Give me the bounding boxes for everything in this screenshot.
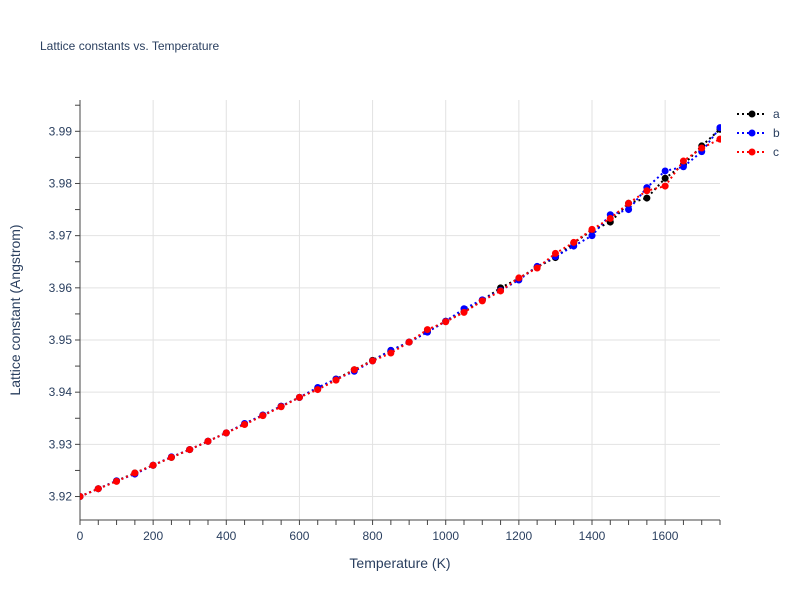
- data-point-c: [314, 386, 322, 394]
- data-point-c: [405, 338, 413, 346]
- x-tick-label: 1000: [432, 529, 459, 543]
- data-point-c: [332, 376, 340, 384]
- grid-layer: [80, 100, 720, 520]
- data-point-c: [661, 182, 669, 190]
- data-point-c: [460, 308, 468, 316]
- data-point-b: [661, 167, 669, 175]
- data-point-c: [606, 214, 614, 222]
- data-point-c: [387, 349, 395, 357]
- x-tick-label: 1200: [506, 529, 533, 543]
- data-point-a: [661, 174, 669, 182]
- y-tick-label: 3.92: [49, 490, 73, 504]
- data-point-c: [94, 485, 102, 493]
- data-point-c: [131, 469, 139, 477]
- data-point-c: [204, 437, 212, 445]
- data-point-c: [350, 366, 358, 374]
- data-point-c: [533, 264, 541, 272]
- x-tick-label: 800: [363, 529, 383, 543]
- data-point-c: [222, 429, 230, 437]
- y-tick-label: 3.95: [49, 333, 73, 347]
- x-tick-label: 1400: [579, 529, 606, 543]
- x-tick-label: 0: [77, 529, 84, 543]
- legend-swatch-marker: [748, 129, 756, 137]
- legend-item-b[interactable]: b: [737, 126, 780, 140]
- data-point-c: [149, 461, 157, 469]
- legend-item-a[interactable]: a: [737, 107, 780, 121]
- chart-title: Lattice constants vs. Temperature: [40, 39, 220, 53]
- y-axis-title: Lattice constant (Angstrom): [7, 224, 23, 395]
- y-tick-label: 3.94: [49, 385, 73, 399]
- data-point-c: [698, 144, 706, 152]
- data-point-c: [625, 199, 633, 207]
- legend-label: c: [773, 145, 779, 159]
- data-point-b: [679, 163, 687, 171]
- data-point-b: [588, 232, 596, 240]
- data-point-c: [80, 493, 84, 501]
- data-point-c: [679, 157, 687, 165]
- data-point-c: [423, 326, 431, 334]
- data-point-c: [551, 249, 559, 257]
- series-layer: [80, 124, 721, 501]
- x-axis-title: Temperature (K): [349, 555, 450, 571]
- data-point-c: [186, 446, 194, 454]
- y-tick-label: 3.96: [49, 281, 73, 295]
- x-tick-label: 1600: [652, 529, 679, 543]
- legend-swatch-marker: [748, 148, 756, 156]
- data-point-c: [478, 297, 486, 305]
- y-tick-label: 3.98: [49, 176, 73, 190]
- data-point-c: [515, 274, 523, 282]
- data-point-b: [625, 206, 633, 214]
- x-tick-label: 200: [143, 529, 163, 543]
- data-point-c: [442, 318, 450, 326]
- data-point-c: [497, 287, 505, 295]
- y-tick-label: 3.99: [49, 124, 73, 138]
- data-point-c: [570, 238, 578, 246]
- data-point-b: [716, 124, 721, 132]
- data-point-c: [643, 187, 651, 195]
- y-tick-label: 3.97: [49, 229, 73, 243]
- legend-item-c[interactable]: c: [737, 145, 779, 159]
- data-point-c: [259, 412, 267, 420]
- legend-label: a: [773, 107, 780, 121]
- data-point-c: [716, 135, 721, 143]
- legend-swatch-marker: [748, 110, 756, 118]
- x-tick-label: 400: [216, 529, 236, 543]
- x-tick-label: 600: [289, 529, 309, 543]
- axes-layer: 0 200 400 600 800 1000 1200 1400 1600 3.92 3.93 3.9…: [49, 100, 721, 543]
- data-point-c: [241, 421, 249, 429]
- data-point-c: [167, 453, 175, 461]
- data-point-a: [643, 194, 651, 202]
- data-point-c: [369, 357, 377, 365]
- chart-legend[interactable]: abc: [737, 107, 780, 159]
- data-point-c: [295, 393, 303, 401]
- y-tick-label: 3.93: [49, 437, 73, 451]
- legend-label: b: [773, 126, 780, 140]
- data-point-c: [113, 477, 121, 485]
- series-c: [80, 135, 721, 501]
- data-point-c: [277, 403, 285, 411]
- data-point-c: [588, 225, 596, 233]
